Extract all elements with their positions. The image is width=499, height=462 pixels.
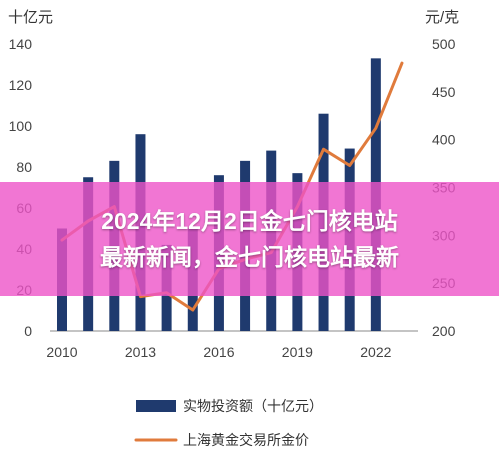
left-axis-unit: 十亿元 — [8, 9, 53, 26]
left-tick-label: 100 — [9, 118, 33, 134]
legend-line-label: 上海黄金交易所金价 — [183, 432, 309, 448]
x-tick-label: 2016 — [203, 344, 234, 360]
legend-bar-swatch — [136, 400, 176, 412]
right-tick-label: 450 — [432, 84, 456, 100]
left-tick-label: 80 — [16, 159, 32, 175]
left-tick-label: 140 — [9, 36, 33, 52]
right-tick-label: 200 — [432, 323, 456, 339]
legend-bar-label: 实物投资额（十亿元） — [183, 398, 323, 414]
x-tick-label: 2010 — [46, 344, 77, 360]
x-tick-label: 2013 — [125, 344, 156, 360]
x-tick-label: 2019 — [282, 344, 313, 360]
x-tick-label: 2022 — [360, 344, 391, 360]
headline-line-1: 2024年12月2日金七门核电站 — [101, 208, 398, 234]
left-tick-label: 0 — [24, 323, 32, 339]
headline-banner[interactable]: 2024年12月2日金七门核电站 最新新闻，金七门核电站最新 — [0, 182, 499, 296]
right-tick-label: 400 — [432, 132, 456, 148]
right-axis-unit: 元/克 — [425, 9, 459, 26]
headline-line-2: 最新新闻，金七门核电站最新 — [100, 244, 399, 270]
right-tick-label: 500 — [432, 36, 456, 52]
left-tick-label: 120 — [9, 77, 33, 93]
x-axis-ticks: 2010 2013 2016 2019 2022 — [46, 344, 391, 360]
